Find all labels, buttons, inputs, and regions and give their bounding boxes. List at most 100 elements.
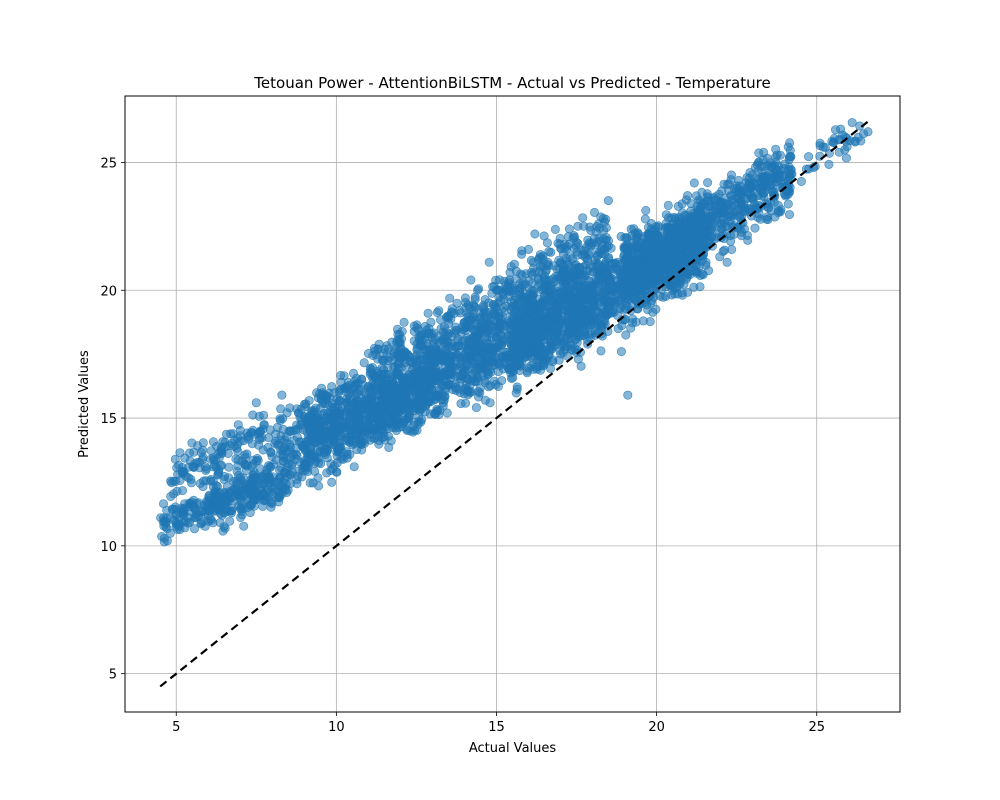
x-tick-label: 20 [648, 720, 665, 735]
data-point [469, 359, 479, 369]
data-point [638, 249, 648, 259]
x-tick-label: 25 [808, 720, 825, 735]
data-point [491, 303, 501, 313]
data-point [248, 410, 258, 420]
data-point [394, 338, 404, 348]
data-point [274, 497, 284, 507]
data-point [273, 439, 283, 449]
data-point [466, 275, 476, 285]
data-point [784, 155, 794, 165]
data-point [674, 256, 684, 266]
data-point [492, 325, 502, 335]
data-point [279, 456, 289, 466]
data-point [575, 290, 585, 300]
data-point [314, 481, 324, 491]
data-point [160, 516, 170, 526]
data-point [597, 307, 607, 317]
data-point [433, 331, 443, 341]
data-point [441, 312, 451, 322]
data-point [376, 403, 386, 413]
data-point [600, 279, 610, 289]
data-point [206, 514, 216, 524]
data-point [339, 371, 349, 381]
data-point [318, 434, 328, 444]
data-point [341, 398, 351, 408]
data-point [399, 317, 409, 327]
data-point [727, 244, 737, 254]
data-point [372, 368, 382, 378]
data-point [696, 231, 706, 241]
data-point [863, 127, 873, 137]
data-point [509, 259, 519, 269]
data-point [572, 282, 582, 292]
data-point [187, 438, 197, 448]
data-point [497, 376, 507, 386]
data-point [357, 374, 367, 384]
data-point [401, 415, 411, 425]
data-point [543, 257, 553, 267]
data-point [303, 467, 313, 477]
data-point [174, 460, 184, 470]
x-tick-label: 5 [172, 720, 180, 735]
data-point [245, 500, 255, 510]
data-point [374, 339, 384, 349]
data-point [645, 317, 655, 327]
data-point [620, 233, 630, 243]
data-point [258, 445, 268, 455]
data-point [239, 521, 249, 531]
data-point [185, 456, 195, 466]
data-point [394, 396, 404, 406]
data-point [300, 402, 310, 412]
data-points [156, 118, 873, 547]
data-point [533, 339, 543, 349]
data-point [494, 292, 504, 302]
data-point [554, 355, 564, 365]
data-point [631, 264, 641, 274]
data-point [676, 275, 686, 285]
data-point [225, 516, 235, 526]
data-point [224, 473, 234, 483]
data-point [783, 142, 793, 152]
data-point [349, 462, 359, 472]
data-point [555, 335, 565, 345]
data-point [208, 437, 218, 447]
data-point [311, 403, 321, 413]
data-point [301, 437, 311, 447]
data-point [189, 502, 199, 512]
data-point [241, 460, 251, 470]
data-point [523, 244, 533, 254]
y-tick-label: 25 [100, 156, 117, 171]
data-point [370, 381, 380, 391]
data-point [313, 412, 323, 422]
data-point [643, 229, 653, 239]
data-point [775, 165, 785, 175]
data-point [836, 124, 846, 134]
data-point [266, 481, 276, 491]
data-point [550, 224, 560, 234]
data-point [387, 337, 397, 347]
data-point [233, 446, 243, 456]
data-point [242, 428, 252, 438]
data-point [606, 308, 616, 318]
data-point [552, 311, 562, 321]
data-point [746, 181, 756, 191]
data-point [696, 211, 706, 221]
data-point [530, 229, 540, 239]
data-point [251, 398, 261, 408]
data-point [393, 350, 403, 360]
data-point [216, 444, 226, 454]
data-point [449, 308, 459, 318]
data-point [226, 429, 236, 439]
reference-line [159, 120, 869, 688]
data-point [596, 212, 606, 222]
data-point [196, 519, 206, 529]
data-point [558, 249, 568, 259]
data-point [622, 252, 632, 262]
data-point [545, 322, 555, 332]
data-point [195, 457, 205, 467]
data-point [237, 510, 247, 520]
data-point [613, 324, 623, 334]
data-point [609, 285, 619, 295]
data-point [177, 468, 187, 478]
data-point [695, 282, 705, 292]
